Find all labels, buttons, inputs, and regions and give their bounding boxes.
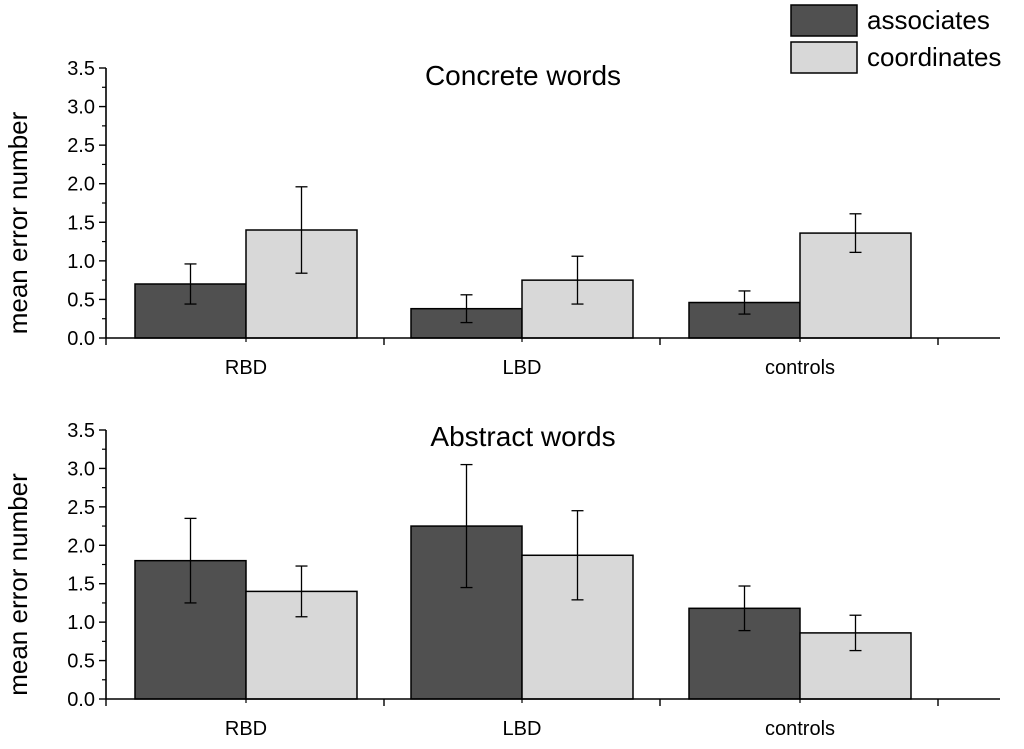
y-axis-title: mean error number — [3, 473, 33, 696]
y-tick-label: 3.5 — [67, 420, 95, 442]
y-axis-title: mean error number — [3, 111, 33, 334]
category-label-lbd: LBD — [503, 718, 542, 740]
panel-title: Abstract words — [430, 421, 615, 452]
error-bar-associates-rbd — [184, 263, 197, 305]
y-tick-label: 2.5 — [67, 497, 95, 519]
error-bar-associates-lbd — [460, 294, 473, 324]
y-tick-label: 1.0 — [67, 612, 95, 634]
error-bar-coordinates-rbd — [295, 186, 308, 274]
abstract-words-panel: 0.0 0.5 1.0 1.5 2.0 2.5 3.0 3.5 RBD LBD controls Ab… — [3, 420, 1000, 740]
concrete-words-panel: 0.0 0.5 1.0 1.5 2.0 2.5 3.0 3.5 RBD LBD controls Co… — [3, 58, 1000, 379]
category-label-rbd: RBD — [225, 357, 267, 379]
y-tick-label: 3.5 — [67, 58, 95, 80]
y-tick-label: 1.0 — [67, 251, 95, 273]
error-bar-coordinates-lbd — [571, 510, 584, 601]
category-label-controls: controls — [765, 718, 835, 740]
legend: associates coordinates — [790, 4, 1001, 74]
legend-label: coordinates — [867, 42, 1001, 72]
legend-swatch — [790, 41, 858, 74]
panel-title: Concrete words — [425, 60, 621, 91]
y-tick-label: 3.0 — [67, 97, 95, 119]
y-tick-label: 2.0 — [67, 535, 95, 557]
category-label-controls: controls — [765, 357, 835, 379]
y-tick-label: 2.0 — [67, 174, 95, 196]
error-bar-coordinates-lbd — [571, 255, 584, 305]
error-bar-coordinates-rbd — [295, 565, 308, 618]
error-bar-associates-lbd — [460, 463, 473, 589]
error-bar-coordinates-controls — [849, 213, 862, 254]
legend-swatch — [790, 4, 858, 37]
error-bar-associates-rbd — [184, 517, 197, 604]
y-tick-label: 2.5 — [67, 135, 95, 157]
error-bar-associates-controls — [738, 585, 751, 632]
legend-label: associates — [867, 5, 990, 35]
y-tick-label: 0.5 — [67, 289, 95, 311]
y-tick-label: 1.5 — [67, 574, 95, 596]
legend-item-coordinates: coordinates — [790, 41, 1001, 74]
error-bar-coordinates-controls — [849, 614, 862, 652]
y-tick-label: 0.5 — [67, 651, 95, 673]
y-tick-label: 0.0 — [67, 328, 95, 350]
category-label-lbd: LBD — [503, 357, 542, 379]
y-tick-label: 0.0 — [67, 689, 95, 711]
y-tick-label: 1.5 — [67, 212, 95, 234]
y-tick-label: 3.0 — [67, 458, 95, 480]
legend-item-associates: associates — [790, 4, 990, 37]
category-label-rbd: RBD — [225, 718, 267, 740]
error-bar-associates-controls — [738, 290, 751, 315]
